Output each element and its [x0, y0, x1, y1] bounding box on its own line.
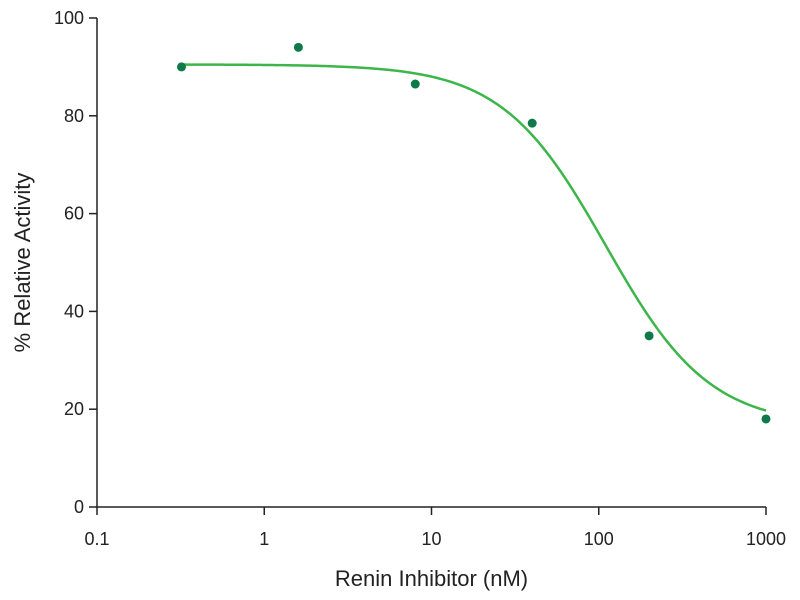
y-tick-label: 60 [64, 204, 84, 224]
y-tick-label: 20 [64, 399, 84, 419]
x-tick-label: 0.1 [84, 529, 109, 549]
data-point [761, 414, 771, 424]
data-points [176, 42, 771, 424]
y-tick-label: 0 [74, 497, 84, 517]
data-point [176, 62, 186, 72]
x-axis-title: Renin Inhibitor (nM) [335, 566, 528, 591]
y-axis-title: % Relative Activity [10, 173, 35, 353]
data-point [410, 79, 420, 89]
axis-labels: Renin Inhibitor (nM) % Relative Activity [10, 173, 528, 591]
fit-curve-layer [181, 63, 767, 412]
axes: 0 20 40 60 80 100 0.1 1 10 100 1000 [54, 8, 786, 549]
x-tick-label: 1 [259, 529, 269, 549]
fit-curve [181, 63, 767, 412]
data-point [527, 118, 537, 128]
x-tick-label: 1000 [746, 529, 786, 549]
x-tick-label: 100 [584, 529, 614, 549]
data-point [293, 42, 303, 52]
y-tick-label: 100 [54, 8, 84, 28]
x-tick-label: 10 [421, 529, 441, 549]
y-tick-label: 80 [64, 106, 84, 126]
data-point [644, 331, 654, 341]
y-tick-label: 40 [64, 301, 84, 321]
